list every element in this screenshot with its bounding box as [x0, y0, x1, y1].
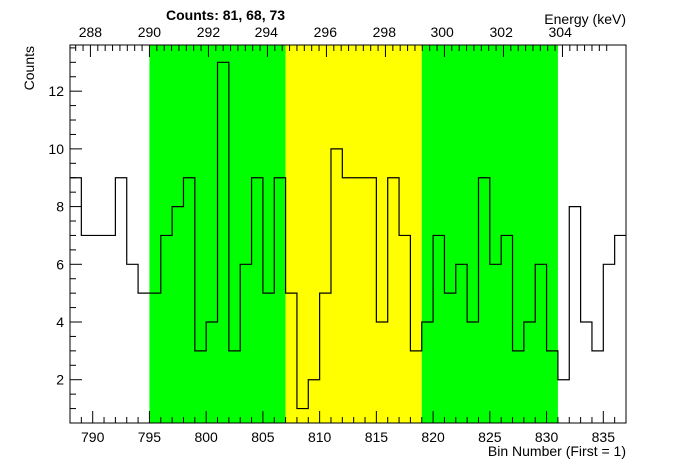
- energy-tick-label: 296: [314, 24, 338, 40]
- y-tick-label: 2: [56, 372, 64, 388]
- regions-layer: [149, 45, 558, 423]
- x-axis-title: Bin Number (First = 1): [488, 443, 626, 459]
- x-tick-label: 825: [478, 429, 502, 445]
- frame-layer: [69, 44, 627, 424]
- y-tick-label: 4: [56, 314, 64, 330]
- y-tick-label: 8: [56, 199, 64, 215]
- y-tick-label: 10: [48, 141, 64, 157]
- x-tick-label: 790: [81, 429, 105, 445]
- x-tick-label: 800: [194, 429, 218, 445]
- energy-tick-label: 290: [138, 24, 162, 40]
- energy-tick-label: 300: [430, 24, 454, 40]
- histogram-layer: [70, 61, 626, 410]
- energy-tick-label: 298: [373, 24, 397, 40]
- chart-title: Counts: 81, 68, 73: [166, 7, 285, 23]
- y-tick-label: 12: [48, 83, 64, 99]
- region-peak: [285, 45, 422, 423]
- x-tick-label: 835: [592, 429, 616, 445]
- y-tick-label: 6: [56, 256, 64, 272]
- y-axis-title: Counts: [21, 46, 37, 90]
- plot-frame: [69, 44, 627, 424]
- x-tick-label: 830: [535, 429, 559, 445]
- labels-layer: Counts: 81, 68, 73 Energy (keV) Bin Numb…: [21, 7, 626, 459]
- energy-tick-label: 304: [549, 24, 573, 40]
- ticks-layer: 790 795 800 805 810 815 820 825 830 8352468101228…: [48, 24, 627, 445]
- energy-tick-label: 288: [79, 24, 103, 40]
- energy-tick-label: 292: [197, 24, 221, 40]
- energy-tick-label: 302: [490, 24, 514, 40]
- x-tick-label: 810: [308, 429, 332, 445]
- energy-tick-label: 294: [255, 24, 279, 40]
- x-tick-label: 805: [251, 429, 275, 445]
- x-tick-label: 815: [365, 429, 389, 445]
- energy-axis-title: Energy (keV): [544, 11, 626, 27]
- histogram-series: [70, 61, 626, 410]
- x-tick-label: 795: [138, 429, 162, 445]
- x-tick-label: 820: [421, 429, 445, 445]
